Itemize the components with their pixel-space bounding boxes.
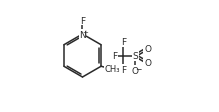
- Text: O: O: [144, 44, 151, 53]
- Text: N: N: [79, 30, 86, 39]
- Text: F: F: [80, 17, 85, 26]
- Text: S: S: [132, 52, 138, 60]
- Text: F: F: [112, 52, 117, 60]
- Text: −: −: [135, 65, 141, 73]
- Text: F: F: [121, 65, 126, 74]
- Text: O: O: [144, 59, 151, 68]
- Text: O: O: [132, 66, 139, 75]
- Text: CH₃: CH₃: [104, 64, 120, 73]
- Text: +: +: [83, 29, 88, 35]
- Text: F: F: [121, 38, 126, 47]
